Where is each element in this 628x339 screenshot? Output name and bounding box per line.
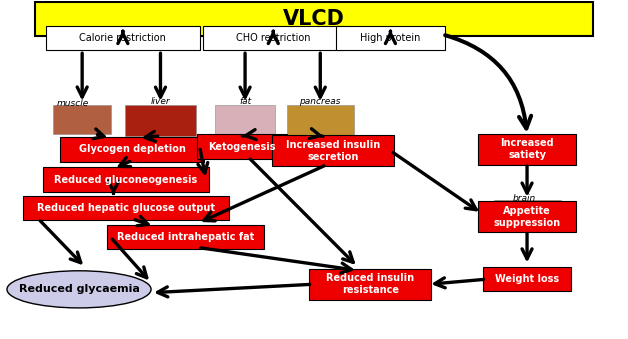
FancyBboxPatch shape [287, 105, 354, 136]
FancyBboxPatch shape [197, 134, 288, 159]
FancyBboxPatch shape [483, 267, 571, 292]
FancyBboxPatch shape [126, 105, 195, 136]
Text: pancreas: pancreas [300, 98, 341, 106]
FancyBboxPatch shape [203, 26, 344, 50]
Text: Reduced glycaemia: Reduced glycaemia [19, 284, 139, 294]
Text: brain: brain [512, 194, 536, 203]
FancyBboxPatch shape [107, 225, 264, 249]
FancyBboxPatch shape [35, 2, 593, 36]
Text: Reduced insulin
resistance: Reduced insulin resistance [327, 274, 414, 295]
Text: muscle: muscle [57, 99, 89, 108]
FancyBboxPatch shape [53, 105, 111, 134]
Text: Appetite
suppression: Appetite suppression [494, 206, 561, 227]
FancyBboxPatch shape [43, 167, 209, 192]
FancyBboxPatch shape [335, 26, 445, 50]
FancyBboxPatch shape [60, 137, 204, 162]
Text: Reduced gluconeogenesis: Reduced gluconeogenesis [55, 175, 198, 185]
FancyBboxPatch shape [23, 196, 229, 220]
Text: Increased insulin
secretion: Increased insulin secretion [286, 140, 380, 162]
Text: fat: fat [239, 98, 251, 106]
Text: High protein: High protein [360, 33, 421, 43]
Text: CHO restriction: CHO restriction [236, 33, 310, 43]
FancyBboxPatch shape [46, 26, 200, 50]
Text: Increased
satiety: Increased satiety [501, 138, 554, 160]
Text: liver: liver [151, 98, 170, 106]
FancyBboxPatch shape [479, 201, 576, 232]
Text: Weight loss: Weight loss [495, 274, 559, 284]
Text: Reduced hepatic glucose output: Reduced hepatic glucose output [37, 203, 215, 213]
Text: Ketogenesis: Ketogenesis [208, 142, 276, 152]
Text: Reduced intrahepatic fat: Reduced intrahepatic fat [117, 232, 254, 242]
Ellipse shape [7, 271, 151, 308]
FancyBboxPatch shape [310, 269, 431, 300]
FancyBboxPatch shape [215, 105, 276, 136]
FancyBboxPatch shape [272, 135, 394, 166]
Text: VLCD: VLCD [283, 9, 345, 29]
FancyBboxPatch shape [494, 200, 561, 231]
FancyBboxPatch shape [479, 134, 576, 165]
Text: Glycogen depletion: Glycogen depletion [79, 144, 186, 154]
Text: Calorie restriction: Calorie restriction [80, 33, 166, 43]
